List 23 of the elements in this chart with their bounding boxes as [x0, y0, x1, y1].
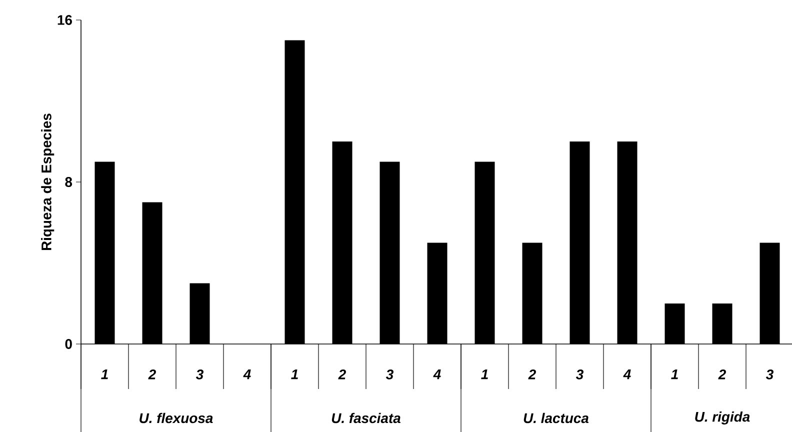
y-axis-title: Riqueza de Especies: [41, 114, 54, 250]
text: U. rigida: [695, 412, 750, 424]
x-tick-label: 3: [386, 370, 394, 380]
x-tick-label: 3: [196, 370, 204, 380]
x-tick-label: 2: [718, 370, 726, 380]
text: U. fasciata: [332, 412, 400, 424]
x-tick-label: 1: [671, 370, 678, 380]
x-tick-label: 2: [148, 370, 156, 380]
text: U. lactuca: [524, 412, 589, 424]
x-tick-label: 3: [576, 370, 584, 380]
x-tick-label: 2: [528, 370, 536, 380]
text: U. flexuosa: [140, 412, 213, 424]
x-tick-label: 4: [433, 370, 441, 380]
x-tick-label: 2: [338, 370, 346, 380]
x-tick-label: 1: [291, 370, 298, 380]
y-tick-label: 8: [65, 177, 72, 187]
y-tick-label: 0: [65, 339, 72, 349]
x-tick-label: 4: [243, 370, 251, 380]
x-tick-label: 4: [623, 370, 631, 380]
x-tick-label: 3: [766, 370, 774, 380]
x-tick-label: 1: [101, 370, 108, 380]
y-tick-label: 16: [58, 15, 72, 25]
x-tick-label: 1: [481, 370, 488, 380]
